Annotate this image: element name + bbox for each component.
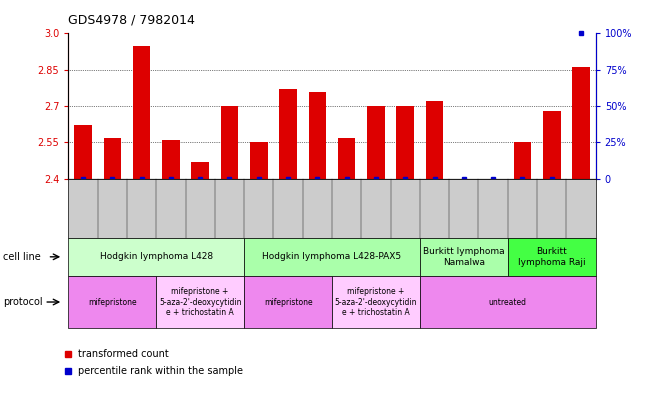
Bar [221, 106, 238, 179]
Text: untreated: untreated [489, 298, 527, 307]
Text: GDS4978 / 7982014: GDS4978 / 7982014 [68, 14, 195, 27]
Text: percentile rank within the sample: percentile rank within the sample [78, 366, 243, 376]
Text: cell line: cell line [3, 252, 41, 262]
Text: mifepristone: mifepristone [264, 298, 312, 307]
Bar [191, 162, 209, 179]
Text: mifepristone +
5-aza-2'-deoxycytidin
e + trichostatin A: mifepristone + 5-aza-2'-deoxycytidin e +… [335, 287, 417, 317]
Bar [572, 67, 590, 179]
Bar [514, 142, 531, 179]
Bar [338, 138, 355, 179]
Bar [104, 138, 121, 179]
Bar [396, 106, 414, 179]
Bar [367, 106, 385, 179]
Text: transformed count: transformed count [78, 349, 169, 359]
Text: mifepristone: mifepristone [88, 298, 137, 307]
Text: Hodgkin lymphoma L428: Hodgkin lymphoma L428 [100, 252, 213, 261]
Bar [162, 140, 180, 179]
Bar [279, 89, 297, 179]
Bar [309, 92, 326, 179]
Bar [426, 101, 443, 179]
Text: Hodgkin lymphoma L428-PAX5: Hodgkin lymphoma L428-PAX5 [262, 252, 402, 261]
Text: mifepristone +
5-aza-2'-deoxycytidin
e + trichostatin A: mifepristone + 5-aza-2'-deoxycytidin e +… [159, 287, 242, 317]
Text: Burkitt
lymphoma Raji: Burkitt lymphoma Raji [518, 247, 585, 266]
Bar [250, 142, 268, 179]
Bar [543, 111, 561, 179]
Text: Burkitt lymphoma
Namalwa: Burkitt lymphoma Namalwa [423, 247, 505, 266]
Bar [74, 125, 92, 179]
Text: protocol: protocol [3, 297, 43, 307]
Bar [133, 46, 150, 179]
